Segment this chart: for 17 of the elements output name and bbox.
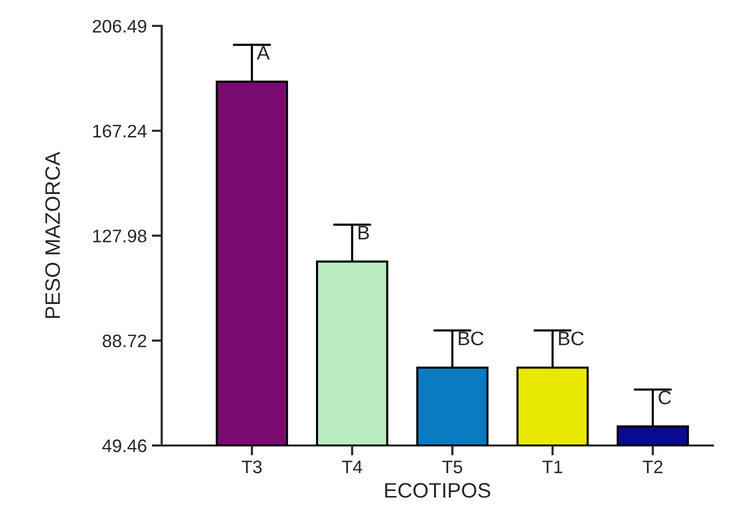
y-tick-label: 88.72 [102,334,146,348]
annotation: B [358,226,369,240]
y-axis-title: PESO MAZORCA [45,152,60,318]
annotation: C [658,390,671,404]
y-tick-label: 167.24 [93,124,147,138]
x-tick-label: T2 [642,460,662,474]
y-tick-label: 49.46 [102,439,146,452]
y-tick-label: 127.98 [93,230,146,242]
x-tick-label: T4 [342,460,362,474]
annotation: A [256,46,270,60]
annotation: BC [458,332,484,346]
x-tick-label: T3 [242,460,262,474]
x-tick-label: T5 [442,460,462,474]
y-tick-label: 206.49 [92,20,146,33]
x-axis-title: ECOTIPOS [385,483,490,498]
x-tick-label: T1 [542,460,562,474]
annotation: BC [559,332,584,346]
